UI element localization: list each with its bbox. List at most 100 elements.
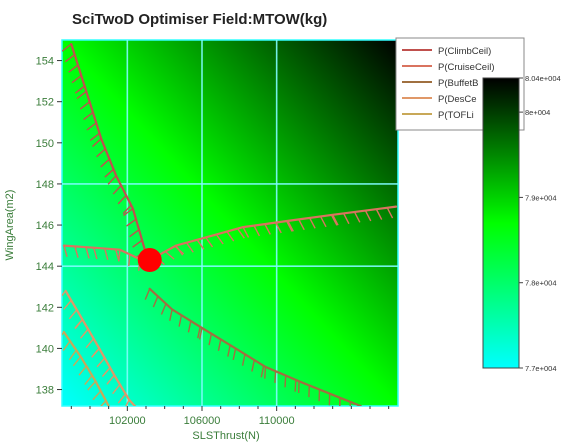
series-hatch-2 bbox=[198, 327, 203, 340]
legend-label: P(CruiseCeil) bbox=[438, 62, 494, 73]
series-hatch-1 bbox=[196, 239, 205, 250]
series-line-4 bbox=[62, 330, 110, 406]
series-hatch-4 bbox=[62, 331, 65, 336]
optimum-marker bbox=[137, 248, 162, 273]
series-hatch-1 bbox=[63, 245, 68, 258]
series-hatch-1 bbox=[330, 214, 338, 226]
legend-label: P(BuffetB bbox=[438, 78, 479, 89]
series-hatch-1 bbox=[104, 248, 109, 261]
series-hatch-0 bbox=[86, 122, 97, 131]
colorbar-tick-label: 7.9e+004 bbox=[525, 193, 557, 202]
colorbar-tick-label: 8e+004 bbox=[525, 108, 550, 117]
y-tick-label: 154 bbox=[36, 56, 54, 68]
series-hatch-0 bbox=[132, 239, 143, 248]
legend-label: P(DesCe bbox=[438, 94, 477, 105]
legend-label: P(TOFLi bbox=[438, 110, 474, 121]
series-hatch-1 bbox=[298, 219, 305, 231]
series-hatch-2 bbox=[260, 365, 265, 378]
series-hatch-1 bbox=[319, 216, 327, 228]
series-hatch-3 bbox=[63, 299, 72, 310]
colorbar-tick-label: 8.04e+004 bbox=[525, 74, 561, 83]
series-hatch-2 bbox=[152, 295, 159, 308]
y-axis-label: WingArea(m2) bbox=[4, 190, 16, 261]
series-hatch-2 bbox=[284, 375, 287, 388]
series-hatch-4 bbox=[92, 390, 102, 401]
plot-area bbox=[61, 39, 399, 407]
series-hatch-0 bbox=[68, 64, 79, 73]
series-hatch-1 bbox=[309, 217, 316, 229]
series-hatch-3 bbox=[112, 384, 121, 395]
series-hatch-1 bbox=[242, 226, 250, 238]
series-hatch-0 bbox=[96, 148, 106, 158]
series-hatch-2 bbox=[178, 315, 183, 327]
series-line-3 bbox=[64, 289, 136, 406]
series-hatch-1 bbox=[215, 234, 224, 245]
y-tick-label: 144 bbox=[36, 261, 54, 273]
series-hatch-3 bbox=[91, 347, 100, 358]
series-hatch-4 bbox=[78, 365, 87, 376]
legend-items: P(ClimbCeil) P(CruiseCeil) P(BuffetB P(DesC… bbox=[402, 46, 494, 121]
series-hatch-0 bbox=[76, 90, 87, 100]
series-hatch-1 bbox=[128, 254, 131, 267]
y-tick-label: 142 bbox=[36, 302, 54, 314]
series-hatch-2 bbox=[217, 339, 222, 351]
series-hatch-1 bbox=[253, 225, 261, 237]
series-hatch-3 bbox=[68, 309, 78, 320]
series-hatch-1 bbox=[185, 242, 194, 253]
series-hatch-0 bbox=[79, 101, 91, 110]
series-hatch-0 bbox=[117, 194, 127, 205]
series-hatch-1 bbox=[93, 247, 98, 260]
series-hatch-2 bbox=[208, 333, 213, 346]
series-hatch-1 bbox=[175, 245, 184, 256]
series-hatch-0 bbox=[92, 138, 102, 148]
colorbar-rect bbox=[482, 77, 520, 369]
series-hatch-2 bbox=[187, 320, 192, 333]
x-tick-label: 102000 bbox=[109, 415, 146, 427]
series-hatch-3 bbox=[117, 393, 127, 404]
series-hatch-4 bbox=[68, 349, 77, 361]
legend-label: P(ClimbCeil) bbox=[438, 46, 491, 57]
series-hatch-4 bbox=[72, 356, 82, 367]
colorbar-ticks: 7.7e+004 7.8e+004 7.9e+004 8e+004 8.04e+004 bbox=[519, 74, 561, 373]
series-hatch-2 bbox=[227, 344, 231, 357]
y-tick-label: 150 bbox=[36, 138, 54, 150]
marker-layer bbox=[137, 248, 162, 273]
series-hatch-1 bbox=[332, 214, 339, 226]
series-hatch-0 bbox=[122, 204, 132, 215]
series-layer bbox=[62, 43, 398, 406]
x-tick-label: 106000 bbox=[184, 415, 221, 427]
series-hatch-1 bbox=[114, 249, 120, 261]
series-hatch-3 bbox=[125, 399, 130, 406]
series-hatch-0 bbox=[64, 54, 76, 63]
series-hatch-2 bbox=[197, 326, 201, 339]
series-hatch-1 bbox=[118, 249, 121, 262]
series-hatch-1 bbox=[386, 207, 394, 219]
series-hatch-1 bbox=[353, 211, 361, 223]
series-hatch-3 bbox=[62, 290, 67, 297]
series-hatch-3 bbox=[106, 374, 115, 385]
series-hatch-0 bbox=[104, 168, 115, 178]
series-hatch-2 bbox=[294, 379, 297, 392]
colorbar: 7.7e+004 7.8e+004 7.9e+004 8e+004 8.04e+004 bbox=[482, 74, 561, 373]
series-hatch-2 bbox=[274, 371, 277, 383]
series-hatch-1 bbox=[286, 220, 293, 232]
series-hatch-4 bbox=[100, 400, 107, 406]
series-line-0 bbox=[70, 43, 148, 255]
y-tick-label: 152 bbox=[36, 97, 54, 109]
series-hatch-0 bbox=[83, 111, 94, 121]
y-tick-label: 146 bbox=[36, 220, 54, 232]
series-hatch-1 bbox=[287, 220, 294, 232]
series-hatch-0 bbox=[107, 175, 117, 185]
series-hatch-1 bbox=[236, 228, 245, 239]
series-hatch-0 bbox=[126, 218, 137, 227]
series-hatch-0 bbox=[71, 75, 82, 84]
colorbar-tick-label: 7.7e+004 bbox=[525, 364, 557, 373]
series-hatch-0 bbox=[129, 229, 140, 238]
y-tick-label: 148 bbox=[36, 179, 54, 191]
series-hatch-3 bbox=[96, 357, 106, 368]
series-hatch-4 bbox=[87, 380, 97, 391]
series-hatch-4 bbox=[62, 340, 71, 351]
series-hatch-1 bbox=[364, 210, 372, 222]
